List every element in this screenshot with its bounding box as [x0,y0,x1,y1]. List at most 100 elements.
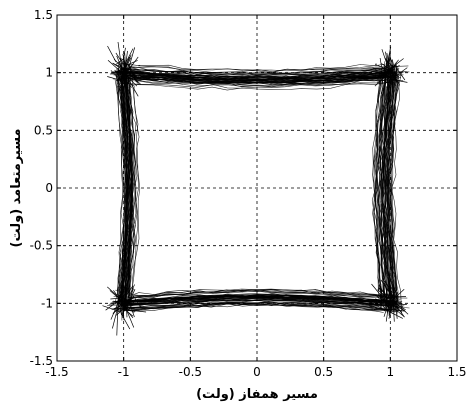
constellation-cluster-0-17 [128,70,141,72]
constellation-cluster-1-17 [386,72,396,81]
trajectory-path-1-50 [376,75,386,293]
constellation-cluster-1-12 [375,64,392,72]
constellation-cluster-2-42 [395,306,398,319]
constellation-cluster-3-20 [126,311,135,328]
constellation-cluster-1-56 [380,78,389,94]
constellation-cluster-2-34 [375,298,389,312]
constellation-cluster-2-44 [391,299,401,303]
constellation-cluster-1-47 [387,75,393,83]
trajectory-path-1-31 [383,60,393,308]
constellation-cluster-3-66 [113,300,122,305]
constellation-cluster-1-37 [391,59,396,71]
constellation-cluster-2-36 [377,289,390,300]
trajectory-path-0-49 [137,63,386,74]
constellation-cluster-2-4 [395,297,399,305]
trajectory-path-2-39 [123,301,380,309]
x-tick-label-2: -0.5 [179,365,202,379]
trajectory-path-2-26 [118,303,406,312]
trajectory-path-3-36 [129,83,141,299]
constellation-cluster-0-51 [122,54,132,73]
constellation-cluster-3-59 [121,285,134,302]
constellation-cluster-0-15 [107,59,123,74]
constellation-cluster-0-61 [125,75,138,82]
trajectory-path-3-43 [116,70,127,310]
trajectory-path-1-46 [381,69,389,303]
trajectory-path-1-26 [372,80,381,301]
constellation-cluster-3-57 [112,308,118,329]
trajectory-path-1-39 [372,70,382,303]
constellation-cluster-3-69 [122,300,134,307]
trajectory-path-1-41 [383,82,393,308]
constellation-cluster-3-21 [126,310,134,317]
constellation-cluster-1-57 [380,81,388,85]
constellation-cluster-2-68 [391,295,394,304]
trajectory-path-2-53 [112,294,386,302]
y-tick-label-0: 1.5 [34,8,53,22]
constellation-cluster-1-55 [385,46,392,71]
trajectory-path-0-29 [131,68,382,76]
trajectory-path-0-39 [116,74,387,81]
constellation-cluster-2-65 [394,303,405,318]
constellation-cluster-1-16 [390,78,408,83]
constellation-cluster-2-51 [390,289,397,300]
constellation-cluster-1-30 [395,68,400,72]
constellation-cluster-2-61 [393,289,405,300]
constellation-cluster-0-62 [124,60,138,67]
trajectory-path-1-51 [380,72,388,305]
constellation-cluster-2-66 [389,301,398,307]
x-axis-label: مسیر همفاز (ولت) [196,387,318,402]
trajectory-path-2-54 [116,302,389,312]
constellation-cluster-1-51 [390,70,398,83]
constellation-cluster-3-43 [127,298,137,312]
trajectory-path-0-13 [127,65,409,73]
constellation-cluster-1-63 [386,66,399,78]
trajectory-path-2-40 [112,294,378,303]
trajectory-path-1-44 [382,72,391,293]
constellation-cluster-1-29 [394,64,406,81]
trajectory-path-0-43 [118,62,377,72]
constellation-cluster-3-15 [102,305,120,312]
constellation-cluster-2-3 [368,305,387,311]
trajectory-path-3-45 [114,68,125,303]
y-tick-label-4: -0.5 [30,239,53,253]
constellation-cluster-2-57 [388,311,403,319]
constellation-cluster-0-69 [112,63,126,70]
constellation-cluster-1-36 [374,74,387,87]
constellation-cluster-3-64 [111,303,126,310]
trajectory-path-2-17 [134,289,400,297]
constellation-cluster-2-0 [393,300,409,315]
trajectory-path-1-47 [387,63,396,312]
trajectory-path-1-53 [391,72,402,315]
y-tick-label-6: -1.5 [30,354,53,368]
constellation-cluster-2-52 [387,284,394,300]
x-tick-label-5: 1 [387,365,395,379]
trajectory-path-3-51 [127,74,136,293]
trajectory-path-3-54 [121,58,131,305]
constellation-cluster-2-49 [384,280,393,293]
constellation-cluster-0-50 [116,57,126,65]
trajectory-path-3-9 [131,70,139,298]
constellation-cluster-2-47 [383,292,390,306]
y-tick-labels: 1.5 1 0.5 0 -0.5 -1 -1.5 [30,8,53,368]
constellation-cluster-3-39 [128,309,147,313]
trajectory-path-0-42 [116,82,392,89]
constellation-cluster-1-9 [382,76,391,78]
constellation-cluster-1-49 [389,74,394,84]
constellation-cluster-2-45 [379,285,384,301]
constellation-cluster-0-67 [123,77,132,88]
constellation-cluster-1-61 [386,57,390,72]
x-tick-label-0: -1.5 [45,365,68,379]
trajectory-path-0-53 [122,74,377,83]
trajectory-path-2-34 [130,289,393,297]
constellation-cluster-0-33 [118,72,125,75]
constellation-cluster-0-66 [121,77,127,94]
trajectory-path-1-52 [381,78,390,297]
trajectory-path-1-24 [389,76,399,304]
constellation-cluster-1-50 [388,80,391,103]
trajectory-path-1-54 [376,75,387,305]
signal-trajectory [102,41,410,336]
trajectory-path-2-51 [127,298,382,308]
x-tick-label-1: -1 [118,365,130,379]
constellation-cluster-1-69 [390,75,395,85]
